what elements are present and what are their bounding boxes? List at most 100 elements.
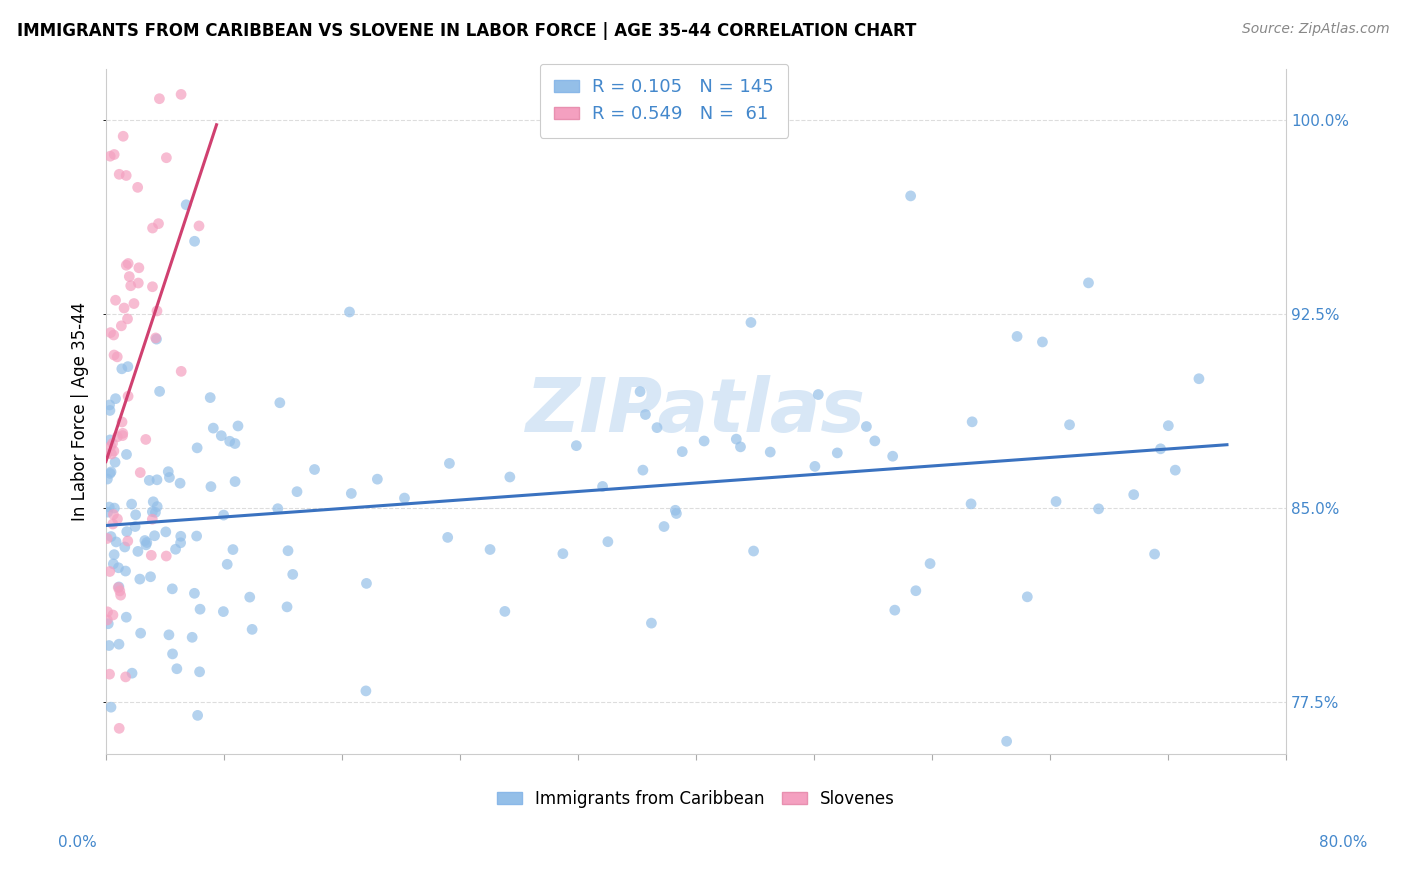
Point bbox=[212, 508, 235, 522]
Point bbox=[149, 384, 172, 399]
Point bbox=[960, 497, 983, 511]
Point bbox=[139, 570, 162, 584]
Point bbox=[217, 558, 239, 572]
Point bbox=[127, 276, 149, 290]
Point bbox=[103, 348, 125, 362]
Point bbox=[855, 419, 877, 434]
Point bbox=[665, 507, 688, 521]
Point bbox=[111, 426, 134, 441]
Point bbox=[1087, 501, 1109, 516]
Point bbox=[135, 535, 157, 549]
Point bbox=[269, 396, 291, 410]
Point bbox=[394, 491, 416, 505]
Text: 0.0%: 0.0% bbox=[58, 836, 97, 850]
Point bbox=[356, 576, 378, 591]
Point bbox=[1077, 276, 1099, 290]
Text: 80.0%: 80.0% bbox=[1319, 836, 1367, 850]
Point bbox=[100, 447, 122, 461]
Point bbox=[1059, 417, 1081, 432]
Text: Source: ZipAtlas.com: Source: ZipAtlas.com bbox=[1241, 22, 1389, 37]
Point bbox=[827, 446, 849, 460]
Point bbox=[103, 557, 125, 571]
Point bbox=[127, 544, 149, 558]
Point bbox=[115, 169, 138, 183]
Point bbox=[1017, 590, 1039, 604]
Point bbox=[281, 567, 304, 582]
Point bbox=[141, 279, 163, 293]
Point bbox=[304, 462, 326, 476]
Point bbox=[1164, 463, 1187, 477]
Point bbox=[96, 472, 118, 486]
Point bbox=[145, 332, 167, 346]
Point bbox=[112, 301, 135, 315]
Point bbox=[104, 455, 127, 469]
Point bbox=[693, 434, 716, 448]
Point bbox=[366, 472, 388, 486]
Point bbox=[117, 256, 139, 270]
Point bbox=[98, 565, 121, 579]
Point bbox=[157, 470, 180, 484]
Point bbox=[200, 480, 222, 494]
Point bbox=[155, 549, 177, 563]
Point bbox=[104, 392, 127, 406]
Point bbox=[155, 151, 177, 165]
Point bbox=[108, 722, 131, 736]
Point bbox=[883, 603, 905, 617]
Point bbox=[186, 441, 208, 455]
Point bbox=[995, 734, 1018, 748]
Point bbox=[98, 403, 121, 417]
Point bbox=[141, 505, 163, 519]
Point bbox=[904, 583, 927, 598]
Point bbox=[183, 586, 205, 600]
Point bbox=[169, 536, 191, 550]
Point bbox=[882, 449, 904, 463]
Point bbox=[354, 684, 377, 698]
Point bbox=[224, 436, 246, 450]
Point bbox=[1005, 329, 1028, 343]
Point bbox=[960, 415, 983, 429]
Point bbox=[165, 542, 187, 557]
Point bbox=[222, 542, 245, 557]
Point bbox=[200, 391, 222, 405]
Point bbox=[671, 444, 693, 458]
Point bbox=[128, 260, 150, 275]
Point bbox=[110, 588, 132, 602]
Point bbox=[145, 331, 167, 345]
Point bbox=[565, 439, 588, 453]
Point bbox=[276, 599, 298, 614]
Point bbox=[148, 92, 170, 106]
Point bbox=[111, 415, 134, 429]
Point bbox=[97, 616, 120, 631]
Point bbox=[640, 616, 662, 631]
Point bbox=[209, 428, 232, 442]
Point bbox=[134, 533, 156, 548]
Point bbox=[479, 542, 502, 557]
Point bbox=[170, 529, 193, 543]
Point bbox=[100, 326, 122, 340]
Point bbox=[100, 530, 122, 544]
Point bbox=[730, 440, 752, 454]
Point bbox=[664, 503, 686, 517]
Legend: Immigrants from Caribbean, Slovenes: Immigrants from Caribbean, Slovenes bbox=[491, 783, 901, 814]
Point bbox=[121, 666, 143, 681]
Point bbox=[98, 467, 121, 481]
Point bbox=[100, 700, 122, 714]
Point bbox=[100, 465, 122, 479]
Point bbox=[1031, 334, 1053, 349]
Point bbox=[124, 519, 146, 533]
Point bbox=[218, 434, 240, 449]
Point bbox=[141, 512, 163, 526]
Point bbox=[174, 198, 197, 212]
Point bbox=[804, 459, 827, 474]
Point bbox=[155, 524, 177, 539]
Point bbox=[188, 219, 211, 233]
Point bbox=[98, 398, 121, 412]
Point bbox=[1143, 547, 1166, 561]
Point bbox=[146, 304, 169, 318]
Point bbox=[105, 350, 128, 364]
Point bbox=[103, 444, 125, 458]
Point bbox=[145, 505, 167, 519]
Point bbox=[96, 532, 118, 546]
Point bbox=[115, 524, 138, 539]
Y-axis label: In Labor Force | Age 35-44: In Labor Force | Age 35-44 bbox=[72, 301, 89, 521]
